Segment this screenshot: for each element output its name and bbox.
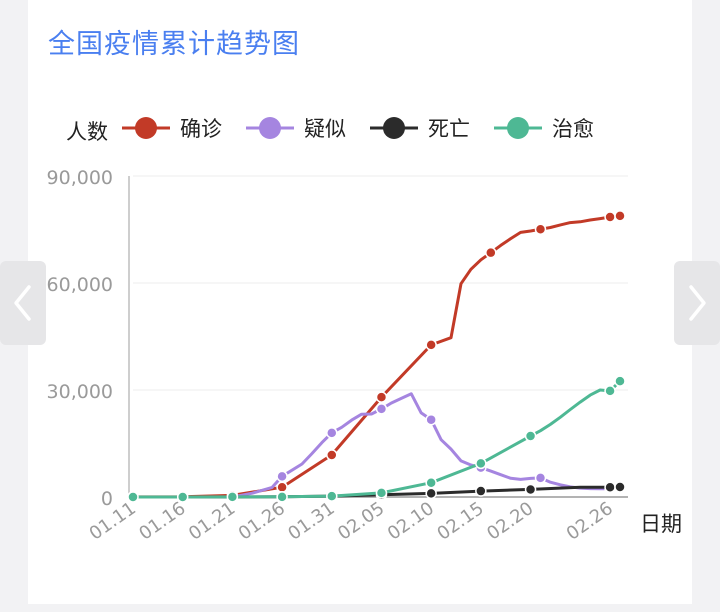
x-tick-label: 02.15: [433, 498, 487, 545]
data-point: [524, 483, 537, 496]
data-point: [475, 457, 487, 470]
x-tick-label: 02.10: [384, 498, 438, 545]
legend-marker: [135, 117, 157, 139]
data-point: [276, 491, 288, 503]
chevron-left-icon: [14, 285, 31, 321]
legend-marker: [259, 117, 281, 139]
data-point: [475, 485, 487, 497]
x-tick-label: 01.16: [135, 498, 189, 545]
data-point: [425, 339, 437, 351]
y-tick-label: 30,000: [47, 381, 113, 403]
data-point: [614, 375, 626, 387]
prev-button[interactable]: [0, 261, 46, 345]
chart-card: [28, 0, 692, 604]
legend-label: 确诊: [180, 117, 222, 141]
legend-item[interactable]: 治愈: [494, 117, 594, 141]
x-tick-label: 02.05: [334, 498, 388, 545]
y-axis-label: 人数: [66, 120, 108, 144]
legend-label: 治愈: [552, 117, 594, 141]
data-point: [614, 210, 626, 222]
data-point: [276, 481, 288, 493]
legend-item[interactable]: 疑似: [246, 117, 346, 141]
data-point: [326, 449, 338, 461]
data-point: [127, 491, 139, 503]
data-point: [425, 487, 437, 500]
data-point: [534, 472, 547, 484]
y-tick-label: 0: [101, 488, 113, 510]
y-tick-label: 60,000: [47, 274, 113, 296]
data-point: [604, 385, 616, 397]
data-point: [326, 427, 338, 439]
data-point: [604, 481, 616, 493]
x-tick-label: 01.26: [235, 498, 289, 545]
x-tick-label: 01.31: [284, 498, 338, 545]
data-point: [375, 487, 388, 499]
data-point: [276, 470, 288, 483]
legend-item[interactable]: 确诊: [122, 117, 222, 141]
x-tick-label: 02.26: [563, 498, 617, 545]
legend-label: 疑似: [304, 117, 346, 141]
legend-item[interactable]: 死亡: [370, 117, 470, 141]
data-point: [425, 413, 437, 426]
data-point: [425, 476, 437, 489]
x-axis-label: 日期: [640, 512, 682, 536]
legend-label: 死亡: [428, 117, 470, 141]
data-point: [375, 391, 388, 403]
data-point: [524, 430, 537, 442]
data-point: [534, 223, 547, 235]
data-point: [604, 211, 616, 223]
chevron-right-icon: [689, 285, 706, 321]
data-point: [375, 403, 388, 415]
data-point: [226, 491, 239, 503]
data-point: [176, 491, 189, 503]
series-line: [131, 214, 622, 499]
data-point: [614, 481, 626, 493]
chart-title: 全国疫情累计趋势图: [48, 29, 300, 60]
series-line: [131, 392, 622, 499]
data-point: [326, 490, 338, 502]
next-button[interactable]: [674, 261, 720, 345]
x-tick-label: 01.21: [185, 498, 239, 545]
data-point: [485, 246, 497, 259]
x-tick-label: 02.20: [483, 498, 537, 545]
legend-marker: [383, 117, 405, 139]
legend-marker: [507, 117, 529, 139]
y-tick-label: 90,000: [47, 167, 113, 189]
